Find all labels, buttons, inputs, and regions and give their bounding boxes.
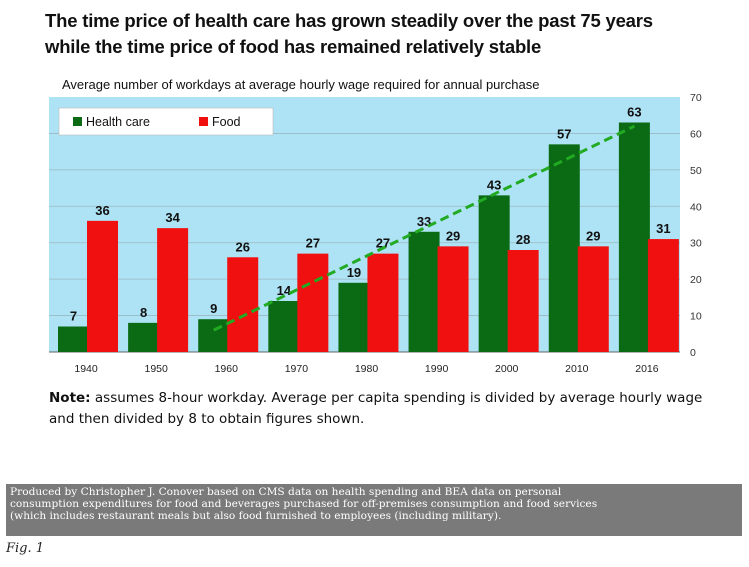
bar-health-care — [478, 195, 510, 352]
figure-label: Fig. 1 — [6, 541, 45, 556]
bar-food — [647, 239, 679, 352]
data-label: 43 — [487, 177, 501, 192]
bar-food — [157, 228, 189, 352]
title-line-1: The time price of health care has grown … — [45, 10, 653, 31]
data-label: 27 — [376, 236, 390, 251]
bar-food — [367, 253, 399, 352]
credit-line-1: Produced by Christopher J. Conover based… — [10, 486, 562, 498]
x-tick-label: 2016 — [635, 363, 659, 375]
data-label: 57 — [557, 126, 571, 141]
y-tick-label: 40 — [690, 201, 702, 213]
y-tick-label: 30 — [690, 238, 702, 250]
x-tick-label: 2000 — [495, 363, 519, 375]
data-label: 36 — [95, 203, 109, 218]
x-tick-label: 1950 — [144, 363, 168, 375]
data-label: 19 — [347, 265, 361, 280]
y-tick-label: 10 — [690, 311, 702, 323]
data-label: 9 — [210, 301, 217, 316]
x-tick-label: 2010 — [565, 363, 589, 375]
bar-health-care — [618, 122, 650, 352]
data-label: 27 — [306, 236, 320, 251]
bar-health-care — [58, 326, 89, 352]
bar-chart: 0 10 20 30 40 50 60 70 7 36 1940 8 34 1950 9 26 1960 14 27… — [49, 92, 702, 375]
data-label: 26 — [235, 239, 249, 254]
bar-food — [87, 220, 118, 352]
bar-food — [297, 253, 329, 352]
bar-food — [437, 246, 469, 352]
y-tick-label: 60 — [690, 128, 702, 140]
title-line-2: while the time price of food has remaine… — [45, 36, 542, 57]
x-tick-label: 1940 — [74, 363, 98, 375]
y-tick-label: 70 — [690, 92, 702, 104]
x-tick-label: 1980 — [355, 363, 379, 375]
credit-box: Produced by Christopher J. Conover based… — [6, 484, 742, 536]
x-tick-label: 1960 — [215, 363, 239, 375]
y-tick-label: 50 — [690, 165, 702, 177]
x-tick-label: 1970 — [285, 363, 309, 375]
y-tick-label: 0 — [690, 347, 696, 359]
bar-health-care — [198, 319, 230, 352]
data-label: 28 — [516, 232, 530, 247]
chart-subtitle: Average number of workdays at average ho… — [62, 77, 540, 92]
data-label: 31 — [656, 221, 670, 236]
note: Note: assumes 8-hour workday. Average pe… — [49, 388, 729, 430]
trendline — [213, 124, 636, 332]
legend-label-health-care: Health care — [86, 115, 150, 129]
bar-health-care — [128, 322, 160, 352]
legend-box — [58, 107, 274, 136]
x-tick-label: 1990 — [425, 363, 449, 375]
data-label: 29 — [446, 228, 460, 243]
data-label: 63 — [627, 105, 641, 120]
data-label: 7 — [70, 309, 77, 324]
legend-swatch-food — [199, 117, 208, 126]
data-label: 34 — [165, 210, 180, 225]
bar-health-care — [548, 144, 580, 352]
legend-label-food: Food — [212, 115, 241, 129]
credit-line-2: consumption expenditures for food and be… — [10, 498, 598, 510]
credit-line-3: (which includes restaurant meals but als… — [10, 510, 502, 522]
bar-food — [577, 246, 609, 352]
bar-food — [507, 250, 539, 352]
bar-health-care — [408, 231, 440, 352]
note-text: assumes 8-hour workday. Average per capi… — [49, 390, 703, 427]
data-label: 29 — [586, 228, 600, 243]
data-label: 8 — [140, 305, 147, 320]
legend-swatch-health-care — [73, 117, 82, 126]
bar-health-care — [338, 282, 370, 352]
y-tick-label: 20 — [690, 274, 702, 286]
bar-health-care — [268, 301, 300, 352]
data-label: 14 — [277, 283, 292, 298]
bar-food — [227, 257, 259, 352]
note-label: Note: — [49, 390, 91, 406]
chart-title: The time price of health care has grown … — [45, 8, 735, 60]
